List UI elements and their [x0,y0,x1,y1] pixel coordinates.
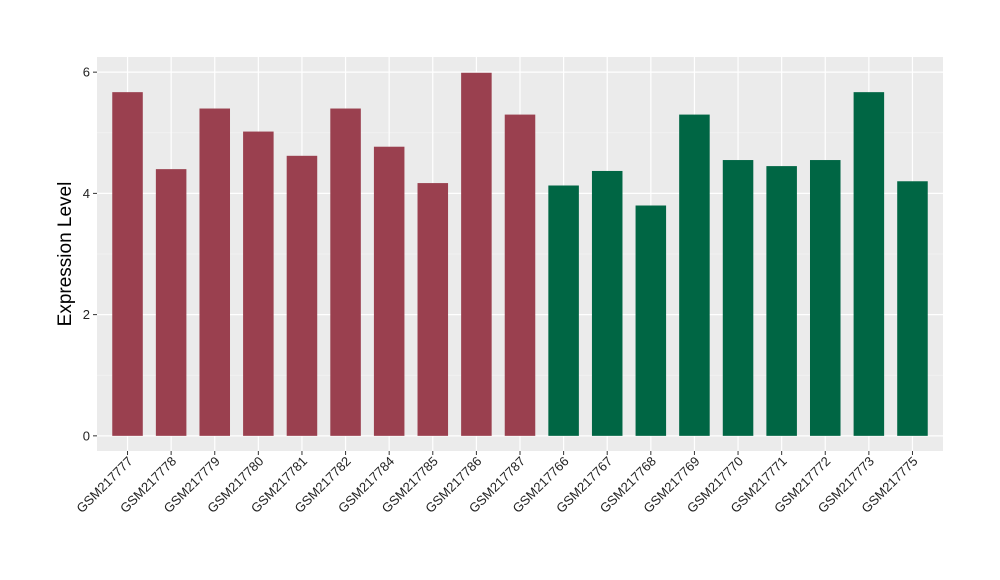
bar-GSM217775 [897,181,928,436]
bar-GSM217777 [112,92,143,436]
bars [112,72,928,436]
bar-GSM217785 [417,183,449,436]
bar-GSM217787 [504,114,536,436]
y-tick-label: 6 [83,65,90,80]
bar-GSM217782 [330,108,361,436]
bar-GSM217767 [591,170,623,436]
bar-GSM217771 [766,166,797,436]
y-tick-label: 4 [83,186,90,201]
y-axis-title: Expression Level [55,182,76,327]
bar-GSM217768 [635,205,667,436]
y-tick-label: 2 [83,307,90,322]
bar-GSM217779 [199,108,231,436]
bar-GSM217781 [286,155,318,436]
bar-GSM217772 [809,160,841,436]
bar-GSM217770 [722,160,754,436]
bar-GSM217766 [548,185,579,436]
bar-GSM217780 [243,131,274,436]
x-axis: GSM217777GSM217778GSM217779GSM217780GSM2… [73,451,921,516]
y-tick-label: 0 [83,428,90,443]
y-axis: 0 2 4 6 [83,65,97,443]
bar-GSM217784 [373,146,405,436]
bar-GSM217786 [461,72,492,436]
bar-GSM217778 [155,169,187,436]
bar-GSM217769 [679,114,710,436]
bar-GSM217773 [853,92,885,436]
